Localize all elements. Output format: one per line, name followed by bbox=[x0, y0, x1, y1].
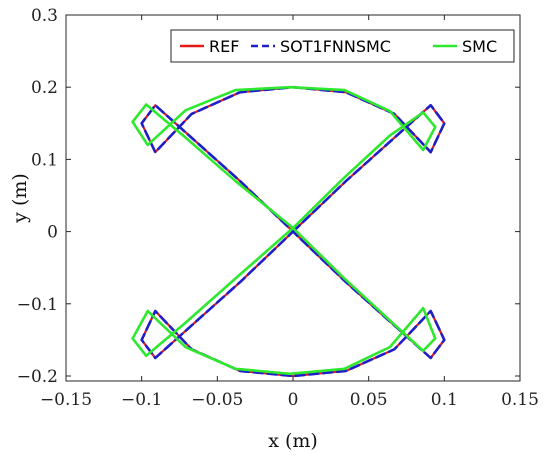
legend-label-smc: SMC bbox=[462, 37, 497, 56]
legend: REF SOT1FNNSMC SMC bbox=[170, 29, 515, 63]
y-tick-label: 0.2 bbox=[31, 78, 58, 98]
tick-layer: −0.15 −0.1 −0.05 0 0.05 0.1 0.15 −0.2 −0.1 0 0.1 0.… bbox=[17, 6, 539, 410]
series-layer bbox=[131, 85, 446, 378]
legend-label-ref: REF bbox=[209, 37, 239, 56]
y-tick-label: 0 bbox=[47, 223, 58, 243]
y-tick-label: 0.1 bbox=[31, 150, 58, 170]
x-tick-label: −0.15 bbox=[40, 390, 92, 410]
x-tick-label: 0 bbox=[288, 390, 299, 410]
x-axis-label: x (m) bbox=[268, 430, 318, 452]
y-axis-label: y (m) bbox=[9, 173, 31, 224]
x-tick-label: 0.15 bbox=[501, 390, 539, 410]
legend-label-sot1fnnsmc: SOT1FNNSMC bbox=[280, 37, 391, 56]
x-tick-label: 0.1 bbox=[431, 390, 458, 410]
x-tick-label: −0.1 bbox=[121, 390, 162, 410]
y-tick-label: −0.2 bbox=[17, 367, 58, 387]
plot-area bbox=[65, 14, 521, 382]
x-tick-label: −0.05 bbox=[191, 390, 243, 410]
x-tick-label: 0.05 bbox=[350, 390, 388, 410]
y-tick-label: 0.3 bbox=[31, 6, 58, 26]
series-line-sot1fnnsmc bbox=[140, 85, 446, 378]
series-line-smc bbox=[131, 85, 437, 376]
y-tick-label: −0.1 bbox=[17, 295, 58, 315]
